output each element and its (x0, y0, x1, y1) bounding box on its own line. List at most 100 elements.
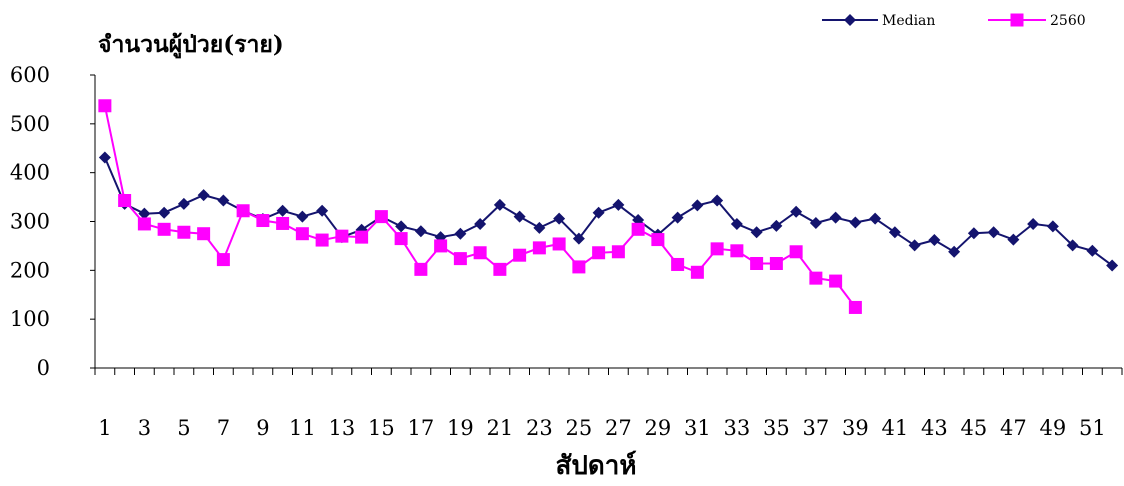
data-point (493, 198, 506, 211)
x-tick-label: 51 (1079, 416, 1106, 440)
data-point (671, 257, 685, 271)
legend-item-1: Median (822, 13, 935, 29)
x-tick-label: 33 (724, 416, 751, 440)
y-tick-label: 600 (10, 63, 50, 87)
x-axis-label: สัปดาห์ (556, 450, 637, 481)
data-point (316, 204, 329, 217)
x-tick-label: 39 (842, 416, 869, 440)
data-point (651, 233, 665, 247)
data-point (335, 229, 349, 243)
series-line (103, 105, 857, 309)
legend-label: Median (882, 13, 935, 29)
data-point (138, 207, 151, 220)
legend: Median 2560 (822, 13, 1086, 29)
data-point (493, 262, 507, 276)
data-point (671, 211, 684, 224)
x-tick-label: 3 (138, 416, 151, 440)
data-point (513, 210, 526, 223)
x-tick-label: 41 (882, 416, 909, 440)
data-point (454, 227, 467, 240)
data-point (809, 216, 822, 229)
data-point (295, 227, 309, 241)
x-tick-label: 11 (289, 416, 316, 440)
x-tick-label: 13 (329, 416, 356, 440)
data-point (414, 262, 428, 276)
x-tick-label: 47 (1000, 416, 1027, 440)
x-tick-label: 29 (645, 416, 672, 440)
data-point (770, 219, 783, 232)
data-point (1106, 259, 1119, 272)
data-point (612, 198, 625, 211)
x-tick-label: 27 (605, 416, 632, 440)
data-point (217, 194, 230, 207)
y-axis-label: จำนวนผู้ป่วย(ราย) (98, 31, 284, 59)
data-point (730, 244, 744, 258)
data-point (849, 216, 862, 229)
data-point (98, 151, 111, 164)
data-point (948, 245, 961, 258)
data-point (216, 253, 230, 267)
x-tick-label: 31 (684, 416, 711, 440)
data-point (789, 245, 803, 259)
data-point (197, 189, 210, 202)
data-point (869, 212, 882, 225)
y-tick-label: 100 (10, 307, 50, 331)
data-point (750, 256, 764, 270)
data-point (158, 206, 171, 219)
data-point (730, 217, 743, 230)
legend-item-2: 2560 (988, 13, 1086, 29)
data-point (848, 300, 862, 314)
data-point (177, 197, 190, 210)
data-point (592, 246, 606, 260)
x-tick-label: 21 (487, 416, 514, 440)
y-tick-label: 500 (10, 112, 50, 136)
data-point (1007, 233, 1020, 246)
data-point (414, 225, 427, 238)
data-point (928, 234, 941, 247)
x-tick-label: 23 (526, 416, 553, 440)
data-point (1066, 239, 1079, 252)
data-point (473, 246, 487, 260)
y-tick-label: 400 (10, 161, 50, 185)
data-point (790, 205, 803, 218)
data-point (750, 226, 763, 239)
series-line (103, 157, 1113, 267)
data-point (829, 274, 843, 288)
data-point (829, 211, 842, 224)
legend-label: 2560 (1050, 13, 1086, 29)
data-point (118, 194, 132, 208)
x-tick-label: 37 (803, 416, 830, 440)
data-point (572, 232, 585, 245)
data-point (710, 242, 724, 256)
data-point (769, 256, 783, 270)
data-point (394, 232, 408, 246)
data-point (513, 248, 527, 262)
x-tick-label: 25 (566, 416, 593, 440)
data-point (532, 241, 546, 255)
data-point (987, 226, 1000, 239)
data-point (137, 217, 151, 231)
data-point (553, 212, 566, 225)
series-layer (98, 99, 1119, 314)
x-tick-label: 19 (447, 416, 474, 440)
data-point (967, 227, 980, 240)
y-tick-label: 200 (10, 258, 50, 282)
x-tick-label: 49 (1040, 416, 1067, 440)
data-point (236, 204, 250, 218)
data-point (296, 210, 309, 223)
x-tick-label: 1 (98, 416, 111, 440)
data-point (98, 99, 112, 113)
data-point (256, 214, 270, 228)
y-tick-label: 300 (10, 210, 50, 234)
x-tick-label: 5 (177, 416, 190, 440)
series-1 (98, 151, 1119, 272)
data-point (1086, 244, 1099, 257)
data-point (711, 194, 724, 207)
legend-marker (1010, 13, 1024, 27)
data-point (1027, 217, 1040, 230)
x-tick-label: 45 (961, 416, 988, 440)
data-point (691, 199, 704, 212)
data-point (434, 239, 448, 253)
